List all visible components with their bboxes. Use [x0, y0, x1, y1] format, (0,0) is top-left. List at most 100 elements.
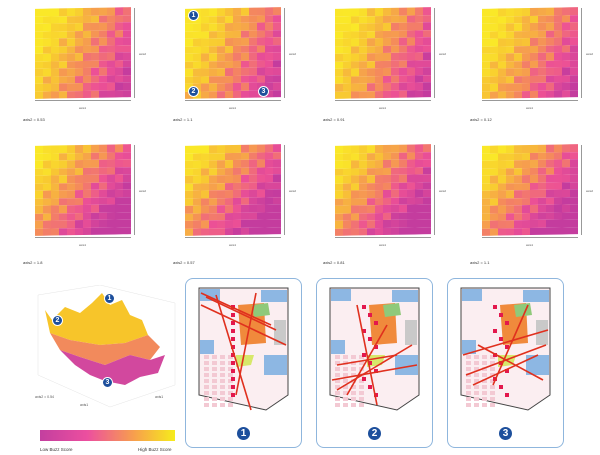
heatmap-cell: [399, 75, 407, 83]
heatmap-cell: [351, 197, 359, 206]
heatmap-cell: [530, 82, 538, 91]
heatmap-cell: [391, 52, 399, 61]
heatmap-cell: [562, 226, 570, 235]
heatmap-cell: [391, 60, 399, 68]
heatmap-cell: [217, 68, 225, 76]
heatmap-cell: [399, 204, 407, 213]
heatmap-cell: [67, 83, 75, 91]
heatmap-cell: [407, 166, 415, 175]
heatmap-cell: [91, 60, 99, 68]
heatmap-cell: [257, 196, 265, 205]
heatmap-cell: [75, 45, 83, 54]
floor-plan-panel-3: 3: [447, 278, 564, 448]
heatmap-cell: [522, 227, 530, 236]
heatmap-cell: [123, 166, 131, 175]
heatmap-cell: [423, 37, 431, 45]
heatmap-cell: [265, 189, 273, 197]
y-axis-label: axis2: [586, 189, 594, 193]
heatmap-cells: [482, 7, 578, 99]
heatmap-cell: [51, 175, 59, 184]
heatmap-cell: [530, 30, 538, 38]
heatmap-cell: [498, 212, 506, 221]
heatmap-cell: [562, 174, 570, 182]
heatmap-cell: [99, 227, 107, 235]
heatmap-cell: [217, 175, 225, 183]
heatmap-cell: [265, 37, 273, 45]
heatmap-cell: [562, 189, 570, 197]
heatmap-cell: [107, 181, 115, 190]
heatmap-cell: [562, 59, 570, 68]
heatmap-cell: [415, 29, 423, 38]
heatmap-cell: [407, 44, 415, 53]
heatmap-cell: [249, 197, 257, 205]
heatmap-cell: [367, 60, 375, 69]
heatmap-cell: [514, 75, 522, 84]
heatmap-cell: [249, 204, 257, 213]
heatmap-cell: [273, 204, 281, 212]
heatmap-cell: [209, 83, 217, 91]
heatmap-cell: [225, 160, 233, 168]
heatmap-cell: [67, 182, 75, 191]
heatmap-cell: [351, 23, 359, 32]
heatmap-cell: [99, 67, 107, 76]
heatmap-cell: [99, 37, 107, 46]
heatmap-cell: [43, 61, 51, 69]
heatmap-cell: [554, 196, 562, 205]
heatmap-cell: [367, 197, 375, 206]
heatmap-cell: [233, 75, 241, 83]
heatmap-cell: [43, 175, 51, 184]
heatmap-cell: [359, 182, 367, 191]
heatmap-cell: [99, 159, 107, 168]
heatmap-cell: [241, 227, 249, 235]
heatmap-cell: [490, 61, 498, 69]
heatmap-cell: [185, 168, 193, 176]
heatmap-cell: [35, 228, 43, 236]
heatmap-cell: [375, 167, 383, 176]
heatmap-cell: [415, 159, 423, 167]
heatmap-cell: [538, 82, 546, 91]
heatmap-cell: [193, 76, 201, 84]
heatmap-cell: [273, 174, 281, 182]
heatmap-cell: [570, 44, 578, 53]
heatmap-cell: [506, 83, 514, 91]
heatmap-cell: [359, 15, 367, 24]
heatmap-cell: [514, 190, 522, 198]
heatmap-cell: [225, 227, 233, 236]
heatmap-cell: [415, 52, 423, 60]
heatmap-cell: [506, 182, 514, 191]
heatmap-cell: [359, 60, 367, 69]
heatmap-cell: [359, 152, 367, 161]
heatmap-cell: [514, 60, 522, 69]
heatmap-cell: [554, 144, 562, 153]
heatmap-cell: [67, 75, 75, 84]
heatmap-cell: [123, 44, 131, 53]
heatmap-cell: [91, 212, 99, 220]
heatmap-cell: [375, 197, 383, 206]
heatmap-cell: [570, 37, 578, 45]
heatmap-cell: [249, 182, 257, 190]
heatmap-cell: [115, 204, 123, 212]
heatmap-cell: [51, 212, 59, 221]
heatmap-cell: [570, 7, 578, 15]
heatmap-cell: [375, 227, 383, 236]
heatmap-cell: [399, 60, 407, 68]
heatmap-cell: [233, 197, 241, 205]
heatmap-cell: [209, 227, 217, 236]
heatmap-cell: [554, 14, 562, 23]
y-axis-line: [581, 8, 582, 98]
heatmap-cell: [343, 16, 351, 24]
heatmap-cell: [546, 67, 554, 76]
heatmap-cell: [91, 219, 99, 228]
heatmap-cell: [399, 45, 407, 53]
heatmap-cell: [554, 37, 562, 46]
y-axis-line: [284, 145, 285, 235]
heatmap-cell: [201, 220, 209, 229]
heatmap-cell: [91, 144, 99, 153]
heatmap-cell: [407, 89, 415, 98]
heatmap-cell: [351, 45, 359, 54]
heatmap-cell: [351, 190, 359, 199]
heatmap-cell: [522, 182, 530, 191]
heatmap-cell: [249, 60, 257, 68]
heatmap-cell: [415, 151, 423, 160]
heatmap-cell: [514, 30, 522, 39]
